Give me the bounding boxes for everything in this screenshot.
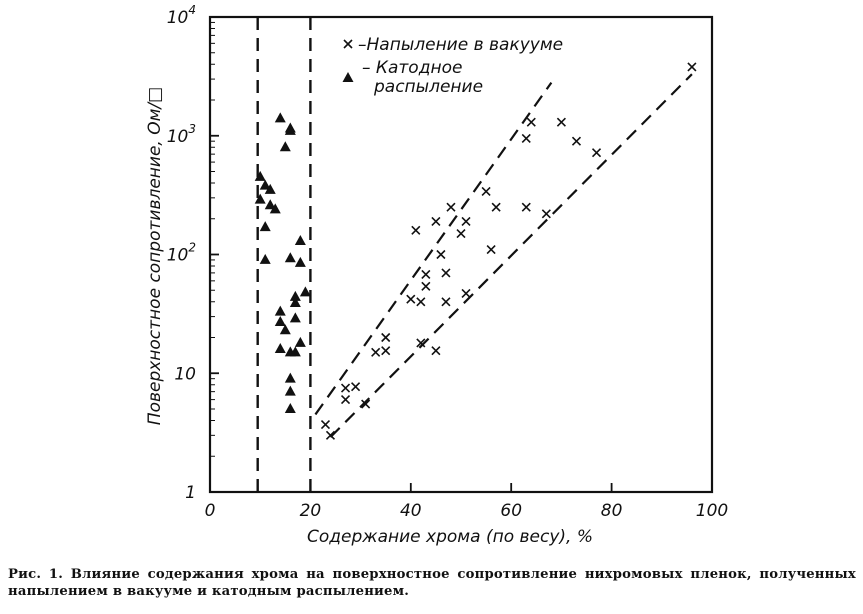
legend-label-cathode: – Катодное распыление [362, 58, 483, 97]
cross-point [526, 117, 536, 127]
triangle-point [284, 252, 296, 263]
cross-point [556, 117, 566, 127]
triangle-point [284, 402, 296, 413]
triangle-point [294, 336, 306, 347]
triangle-point [259, 221, 271, 232]
triangle-point [284, 372, 296, 383]
x-tick-label: 20 [300, 501, 322, 521]
triangle-point [299, 286, 311, 297]
triangle-point [284, 385, 296, 396]
figure-caption: Рис. 1. Влияние содержания хрома на пове… [8, 567, 856, 599]
legend-triangle [342, 72, 354, 82]
cross-point [436, 249, 446, 260]
cross-point [340, 395, 351, 405]
y-tick-label: 1 [185, 483, 196, 503]
cross-point [591, 148, 602, 158]
triangle-point [254, 193, 266, 204]
triangle-point [259, 253, 271, 264]
cross-point [416, 338, 426, 348]
triangle-point [274, 316, 286, 327]
band-line-lower [329, 73, 693, 438]
cross-point [481, 186, 491, 196]
y-tick-label: 103 [167, 122, 196, 147]
cross-point [446, 202, 456, 212]
cross-point [521, 202, 531, 212]
cross-point [441, 297, 451, 307]
vertical-dashed-lines [256, 17, 312, 492]
triangle-point [284, 122, 296, 133]
x-axis-ticks: 0 20 40 60 80 100 [205, 483, 728, 521]
triangle-point [274, 112, 286, 123]
cross-point [411, 225, 421, 235]
cross-point [571, 136, 582, 146]
cross-point [461, 288, 471, 299]
y-tick-label: 102 [167, 241, 196, 266]
triangle-point [289, 290, 301, 301]
cross-point [431, 216, 441, 226]
triangle-point [279, 324, 291, 335]
cross-point [541, 209, 551, 219]
band-line-upper [314, 82, 553, 416]
triangle-point [259, 179, 271, 190]
legend: –Напыление в вакууме – Катодное распыление [342, 35, 563, 97]
cross-point [381, 332, 391, 343]
triangle-point [289, 312, 301, 323]
x-tick-label: 40 [400, 501, 422, 521]
cross-point [461, 216, 471, 226]
cross-point [431, 346, 441, 356]
triangle-point [289, 297, 301, 308]
x-axis-label: Содержание хрома (по весу), % [307, 527, 593, 547]
y-axis-label: Поверхностное сопротивление, Ом/□ [145, 87, 165, 425]
legend-cross-b [343, 39, 353, 49]
x-tick-label: 60 [500, 501, 522, 521]
cross-point [421, 269, 431, 279]
triangle-point [294, 256, 306, 267]
triangle-point [274, 305, 286, 316]
triangle-point [264, 199, 276, 210]
x-tick-label: 100 [696, 501, 728, 521]
cross-point [381, 346, 391, 356]
cross-point [340, 383, 351, 393]
cross-point [371, 347, 381, 357]
cross-point [361, 399, 371, 409]
legend-label-vacuum: –Напыление в вакууме [358, 35, 563, 55]
y-tick-label: 10 [174, 364, 196, 384]
triangle-point [294, 234, 306, 245]
cross-point [521, 133, 531, 143]
x-tick-label: 80 [601, 501, 623, 521]
cross-point [351, 382, 361, 392]
triangle-point [289, 346, 301, 357]
cross-point [416, 297, 426, 307]
cross-point [491, 202, 501, 212]
cross-point [486, 245, 496, 255]
triangle-point [269, 203, 281, 214]
triangle-point [254, 170, 266, 181]
cross-point [325, 430, 336, 440]
data-points [254, 62, 697, 440]
cross-point [687, 62, 697, 72]
cross-point [406, 294, 416, 304]
triangle-point [264, 183, 276, 194]
x-tick-label: 0 [205, 501, 216, 521]
cross-point [456, 229, 466, 239]
cross-point [441, 268, 451, 278]
cross-point [421, 281, 431, 291]
y-tick-label: 104 [167, 3, 196, 28]
cross-point [320, 419, 331, 430]
triangle-point [274, 343, 286, 354]
band-lines [314, 73, 693, 438]
triangle-point [279, 141, 291, 152]
